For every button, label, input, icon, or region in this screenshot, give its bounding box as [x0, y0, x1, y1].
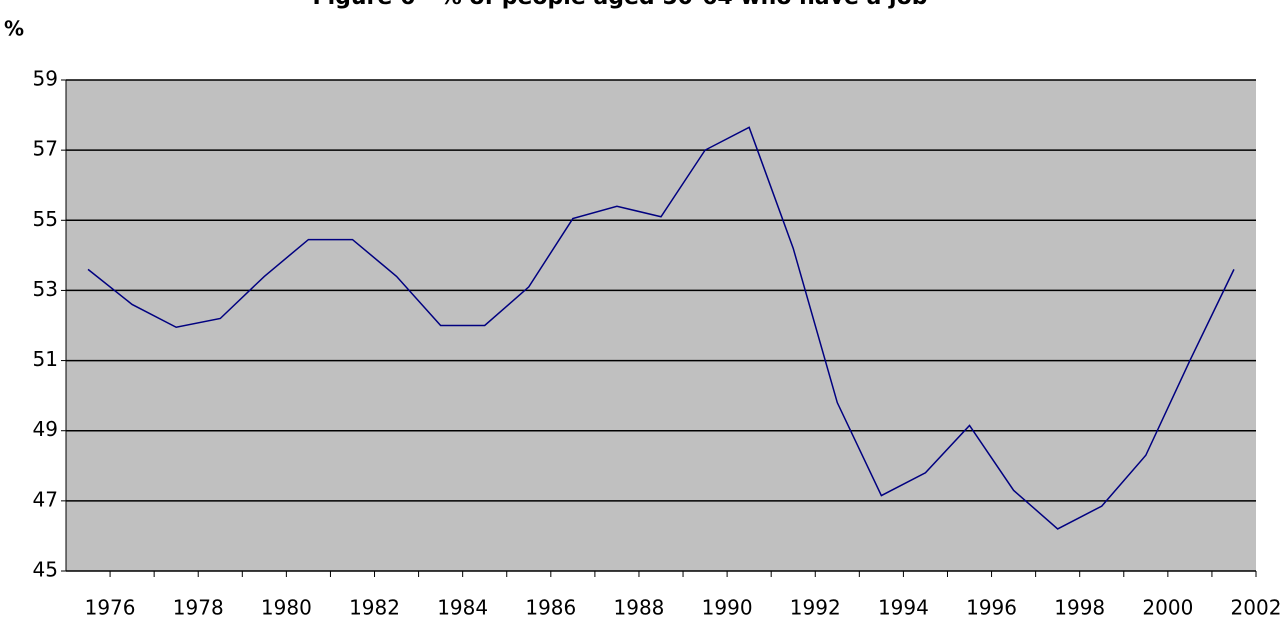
y-tick-label: 49: [33, 417, 58, 441]
x-tick-label: 1992: [790, 596, 841, 620]
x-tick-label: 1986: [525, 596, 576, 620]
x-tick-label: 1990: [702, 596, 753, 620]
y-tick-label: 53: [33, 277, 58, 301]
y-tick-label: 59: [33, 67, 58, 91]
x-tick-label: 1996: [966, 596, 1017, 620]
y-tick-label: 55: [33, 207, 58, 231]
x-tick-label: 1984: [437, 596, 488, 620]
x-tick-label: 1998: [1054, 596, 1105, 620]
chart-title: Figure 6 - % of people aged 50-64 who ha…: [313, 0, 928, 10]
y-tick-label: 51: [33, 347, 58, 371]
x-tick-label: 2002: [1231, 596, 1282, 620]
y-axis-label: %: [4, 17, 24, 41]
x-tick-label: 1980: [261, 596, 312, 620]
x-tick-label: 1994: [878, 596, 929, 620]
x-tick-label: 1976: [85, 596, 136, 620]
x-tick-label: 1978: [173, 596, 224, 620]
x-tick-label: 1988: [614, 596, 665, 620]
y-tick-label: 57: [33, 137, 58, 161]
y-tick-label: 47: [33, 487, 58, 511]
x-tick-label: 1982: [349, 596, 400, 620]
x-tick-label: 2000: [1142, 596, 1193, 620]
data-line: [87, 126, 1235, 530]
plot-area: [66, 80, 1256, 571]
y-tick-label: 45: [33, 558, 58, 582]
